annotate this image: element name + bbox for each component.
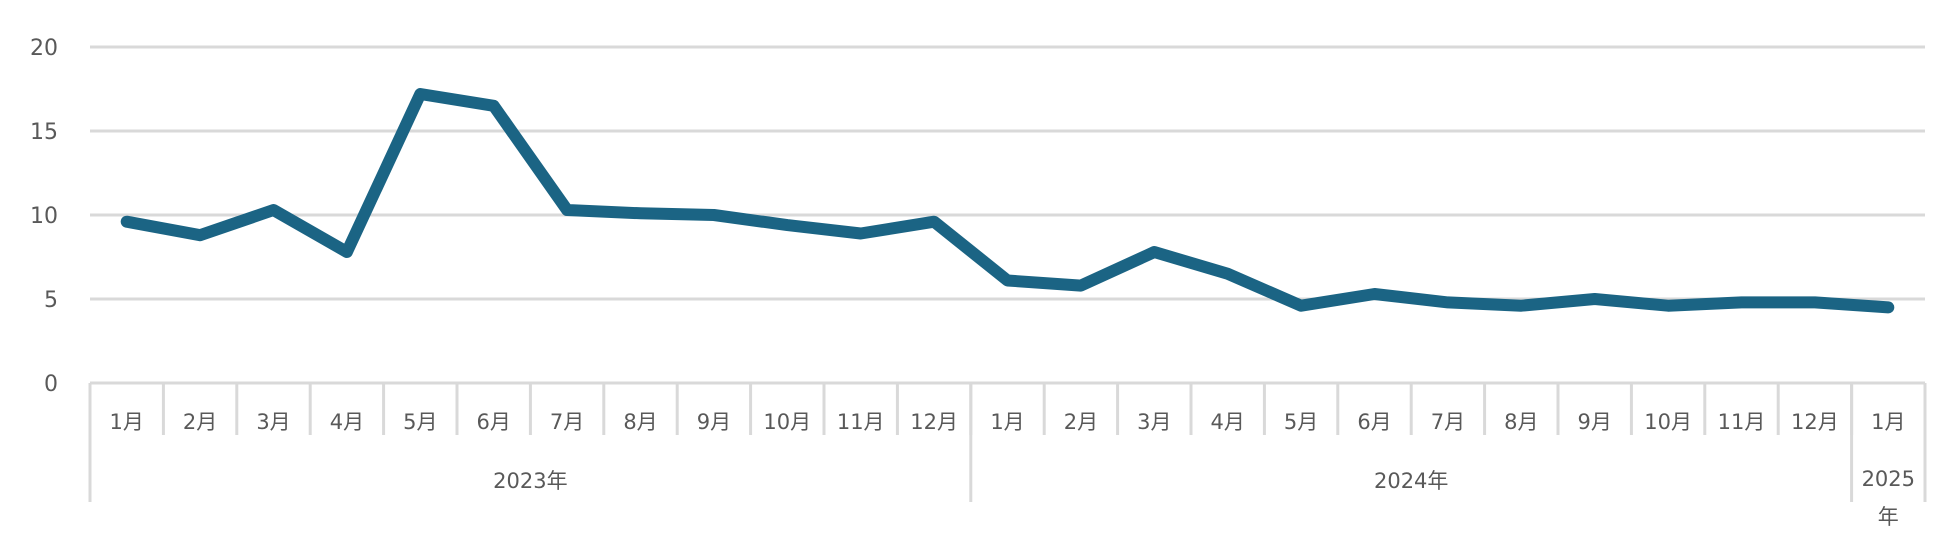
y-tick-label: 10 (30, 204, 58, 229)
year-label: 2023年 (493, 469, 567, 493)
x-axis: 1月 2月 3月 4月 5月 6月 7月 8月 9月 10月 11月 12月 1月 2月 3月 4月 5月 6月 7… (88, 381, 1927, 529)
x-tick-label: 5月 (403, 410, 437, 434)
y-tick-label: 5 (44, 288, 58, 313)
x-tick-label: 2月 (1064, 410, 1098, 434)
x-tick-label: 1月 (1871, 410, 1905, 434)
x-tick-label: 6月 (477, 410, 511, 434)
x-tick-label: 8月 (623, 410, 657, 434)
x-tick-label: 9月 (1578, 410, 1612, 434)
x-tick-label: 4月 (1211, 410, 1245, 434)
x-tick-label: 1月 (110, 410, 144, 434)
x-tick-label: 10月 (763, 410, 811, 434)
year-label: 2024年 (1374, 469, 1448, 493)
y-tick-label: 0 (44, 372, 58, 397)
x-tick-label: 8月 (1504, 410, 1538, 434)
x-tick-label: 6月 (1357, 410, 1391, 434)
year-label-line: 年 (1878, 505, 1899, 529)
x-tick-label: 11月 (837, 410, 885, 434)
x-tick-label: 12月 (1791, 410, 1839, 434)
x-tick-label: 3月 (256, 410, 290, 434)
x-tick-label: 1月 (990, 410, 1024, 434)
y-tick-label: 20 (30, 36, 58, 61)
year-label: 2025 年 (1862, 467, 1915, 529)
x-tick-label: 4月 (330, 410, 364, 434)
x-tick-label: 5月 (1284, 410, 1318, 434)
year-label-line: 2025 (1862, 467, 1915, 491)
series-line-0 (120, 88, 1895, 314)
x-tick-label: 9月 (697, 410, 731, 434)
series-layer (120, 88, 1895, 314)
x-tick-label: 11月 (1718, 410, 1766, 434)
x-tick-label: 12月 (910, 410, 958, 434)
x-tick-label: 7月 (1431, 410, 1465, 434)
x-tick-label: 7月 (550, 410, 584, 434)
x-tick-label: 2月 (183, 410, 217, 434)
y-tick-label: 15 (30, 120, 58, 145)
x-tick-label: 10月 (1644, 410, 1692, 434)
x-tick-label: 3月 (1137, 410, 1171, 434)
y-axis: 0 5 10 15 20 (30, 36, 58, 397)
gridlines (90, 45, 1925, 301)
